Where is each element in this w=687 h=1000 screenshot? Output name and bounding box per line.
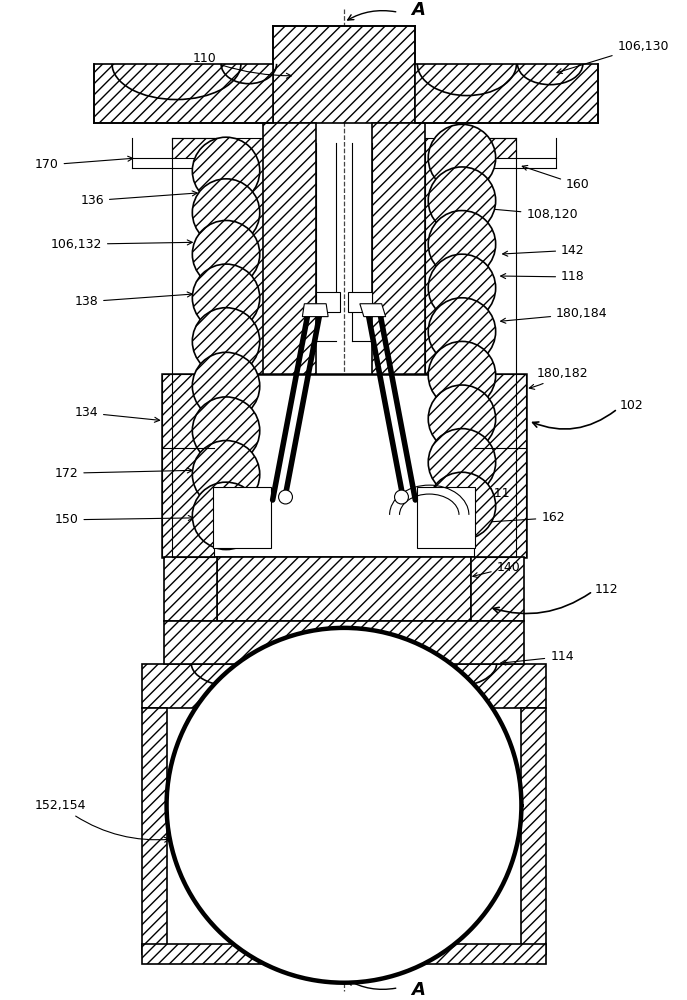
Text: 111: 111 xyxy=(453,487,510,505)
Circle shape xyxy=(433,702,460,730)
Text: 118: 118 xyxy=(501,270,585,283)
Polygon shape xyxy=(474,138,517,158)
Polygon shape xyxy=(416,64,598,123)
Ellipse shape xyxy=(428,124,495,192)
Text: 172: 172 xyxy=(54,467,192,480)
Circle shape xyxy=(292,661,319,689)
Polygon shape xyxy=(94,64,273,123)
Polygon shape xyxy=(273,26,416,123)
Ellipse shape xyxy=(192,264,260,331)
Text: 140: 140 xyxy=(473,561,520,578)
Text: 116: 116 xyxy=(403,915,441,933)
Circle shape xyxy=(394,490,409,504)
Polygon shape xyxy=(142,944,546,964)
Ellipse shape xyxy=(192,482,260,550)
Circle shape xyxy=(257,677,284,705)
Polygon shape xyxy=(217,557,471,621)
Circle shape xyxy=(433,880,460,908)
Circle shape xyxy=(464,811,493,839)
Circle shape xyxy=(292,922,319,949)
Polygon shape xyxy=(360,304,385,317)
Ellipse shape xyxy=(192,441,260,508)
Text: 152,154: 152,154 xyxy=(35,799,170,842)
Polygon shape xyxy=(425,138,474,557)
Circle shape xyxy=(257,906,284,933)
Ellipse shape xyxy=(192,137,260,205)
Ellipse shape xyxy=(240,701,448,909)
Ellipse shape xyxy=(186,648,502,963)
Ellipse shape xyxy=(186,648,502,963)
Polygon shape xyxy=(372,123,425,557)
Text: A: A xyxy=(412,981,425,999)
Text: 136: 136 xyxy=(80,191,197,207)
Polygon shape xyxy=(164,557,217,621)
Text: 180,182: 180,182 xyxy=(529,367,588,389)
Text: 134: 134 xyxy=(74,406,159,422)
Circle shape xyxy=(453,848,482,876)
Text: 114: 114 xyxy=(501,650,574,665)
Ellipse shape xyxy=(192,220,260,288)
Circle shape xyxy=(464,772,493,800)
Ellipse shape xyxy=(428,298,495,365)
Ellipse shape xyxy=(192,308,260,375)
Ellipse shape xyxy=(428,385,495,452)
Text: 142: 142 xyxy=(503,244,585,257)
Circle shape xyxy=(453,735,482,763)
Polygon shape xyxy=(471,557,524,621)
Circle shape xyxy=(227,880,256,908)
Polygon shape xyxy=(161,374,214,557)
Circle shape xyxy=(196,811,223,839)
Text: 110: 110 xyxy=(192,52,291,78)
Polygon shape xyxy=(161,374,526,557)
Circle shape xyxy=(207,735,234,763)
Ellipse shape xyxy=(230,691,458,919)
Ellipse shape xyxy=(428,167,495,234)
Ellipse shape xyxy=(428,254,495,322)
Polygon shape xyxy=(164,621,524,664)
Ellipse shape xyxy=(192,352,260,420)
Ellipse shape xyxy=(192,179,260,246)
Text: A: A xyxy=(412,1,425,19)
Ellipse shape xyxy=(168,629,521,982)
Circle shape xyxy=(368,922,396,949)
Polygon shape xyxy=(474,374,526,557)
Text: 102: 102 xyxy=(620,399,643,412)
Text: 112: 112 xyxy=(595,583,618,596)
Circle shape xyxy=(368,661,396,689)
Polygon shape xyxy=(302,304,328,317)
Text: 106,132: 106,132 xyxy=(51,238,192,251)
Polygon shape xyxy=(521,708,546,954)
Circle shape xyxy=(278,490,293,504)
Text: 108,120: 108,120 xyxy=(479,206,578,221)
Circle shape xyxy=(330,927,358,955)
Polygon shape xyxy=(172,138,214,158)
Ellipse shape xyxy=(428,211,495,278)
Circle shape xyxy=(403,677,431,705)
Text: 150: 150 xyxy=(54,513,193,526)
Text: 180,184: 180,184 xyxy=(501,307,608,323)
Polygon shape xyxy=(142,664,546,708)
Text: 162: 162 xyxy=(479,511,565,525)
Text: 160: 160 xyxy=(522,165,589,191)
Polygon shape xyxy=(142,708,166,954)
Circle shape xyxy=(207,848,234,876)
Polygon shape xyxy=(214,138,262,557)
Circle shape xyxy=(403,906,431,933)
Ellipse shape xyxy=(168,629,521,982)
Polygon shape xyxy=(262,123,316,557)
Circle shape xyxy=(196,772,223,800)
Polygon shape xyxy=(348,292,372,312)
Ellipse shape xyxy=(428,429,495,496)
Text: 138: 138 xyxy=(74,292,192,308)
Circle shape xyxy=(330,656,358,683)
Circle shape xyxy=(227,702,256,730)
Polygon shape xyxy=(417,487,475,548)
Polygon shape xyxy=(316,292,340,312)
Text: 170: 170 xyxy=(35,156,133,171)
Text: 106,130: 106,130 xyxy=(557,40,669,74)
Ellipse shape xyxy=(428,341,495,409)
Polygon shape xyxy=(213,487,271,548)
Ellipse shape xyxy=(192,397,260,464)
Ellipse shape xyxy=(428,472,495,540)
